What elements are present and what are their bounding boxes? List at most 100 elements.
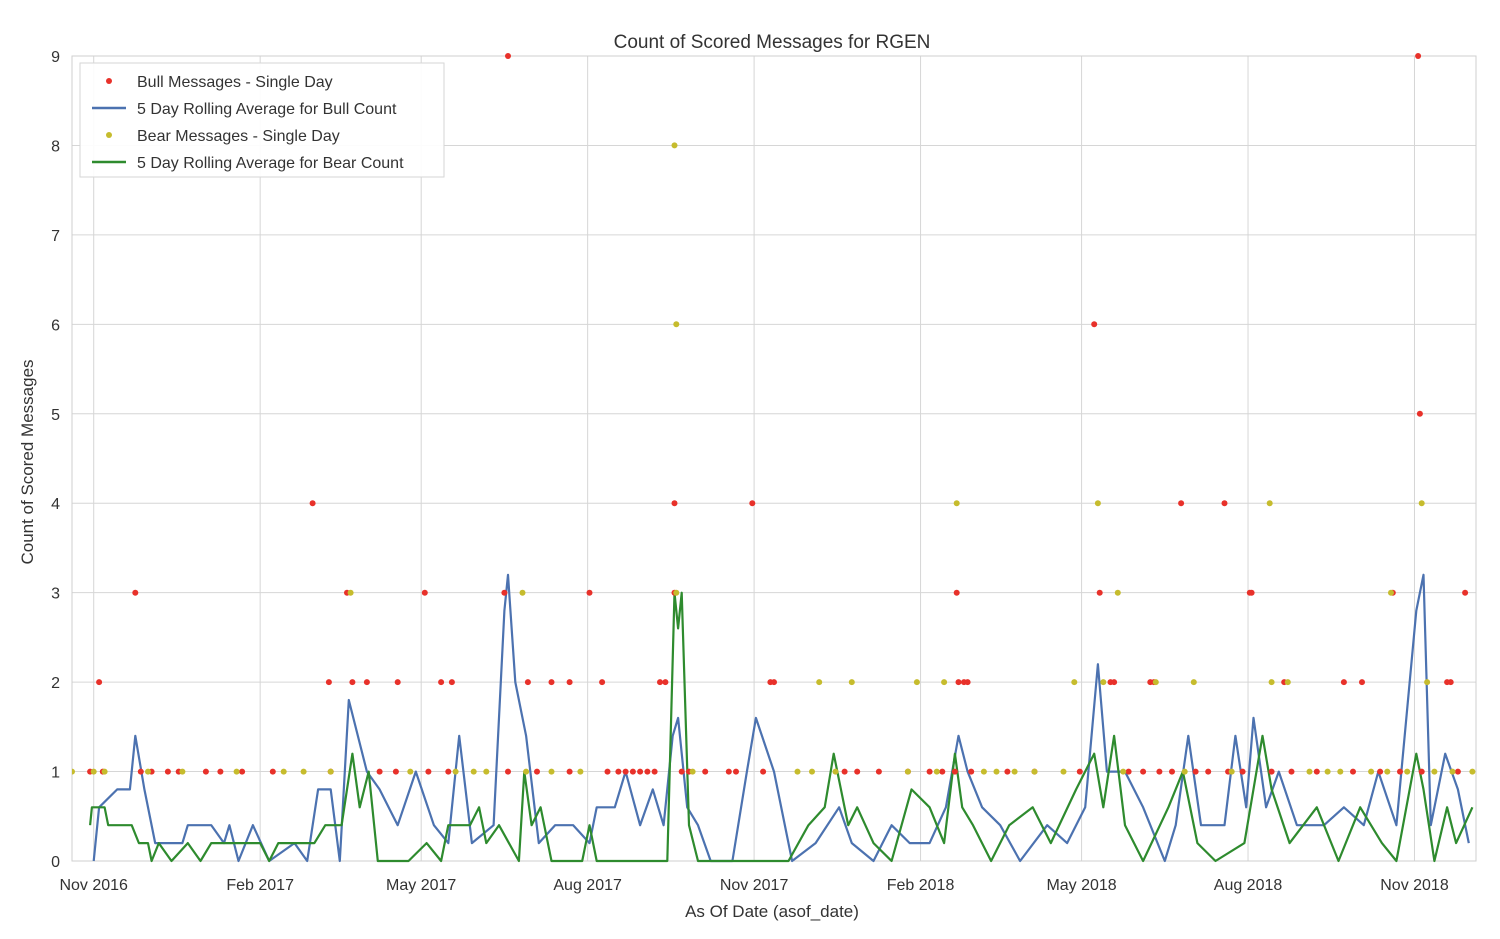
data-point-0: [548, 679, 555, 686]
data-point-2: [1011, 768, 1018, 775]
x-tick-label: May 2018: [1046, 877, 1116, 894]
x-tick-label: Nov 2017: [720, 877, 789, 894]
series-layer: [72, 53, 1476, 863]
y-tick-label: 2: [51, 675, 60, 692]
data-point-0: [1350, 768, 1356, 775]
x-axis-label: As Of Date (asof_date): [685, 902, 859, 921]
data-point-0: [309, 500, 316, 507]
data-point-0: [349, 679, 356, 686]
series-line-1: [92, 573, 1470, 863]
data-point-2: [407, 768, 414, 775]
data-point-0: [363, 679, 370, 686]
data-point-0: [1111, 679, 1118, 686]
data-point-0: [1091, 321, 1098, 328]
y-tick-label: 8: [51, 138, 60, 155]
data-point-0: [651, 768, 658, 775]
data-point-0: [644, 768, 651, 775]
data-point-0: [1076, 768, 1083, 775]
data-point-2: [101, 768, 108, 775]
data-point-0: [749, 500, 756, 507]
y-tick-label: 4: [51, 496, 60, 513]
data-point-2: [933, 768, 940, 775]
data-point-0: [599, 679, 606, 686]
data-point-0: [438, 679, 445, 686]
legend-label: 5 Day Rolling Average for Bull Count: [137, 101, 397, 118]
data-point-2: [832, 768, 839, 775]
data-point-0: [841, 768, 848, 775]
data-point-0: [1418, 768, 1425, 775]
data-point-2: [673, 589, 680, 596]
data-point-0: [534, 768, 540, 775]
data-point-0: [394, 679, 401, 686]
y-tick-label: 9: [51, 49, 60, 66]
legend: Bull Messages - Single Day 5 Day Rolling …: [79, 62, 445, 178]
data-point-0: [1248, 589, 1255, 596]
data-point-0: [662, 679, 669, 686]
data-point-0: [702, 768, 709, 775]
data-point-0: [1169, 768, 1175, 775]
data-point-2: [1418, 500, 1425, 507]
data-point-2: [347, 589, 354, 596]
data-point-2: [1190, 679, 1197, 686]
data-point-2: [816, 679, 823, 686]
data-point-2: [90, 768, 97, 775]
data-point-0: [771, 679, 777, 686]
data-point-2: [913, 679, 920, 686]
data-point-0: [1377, 768, 1384, 775]
legend-point-swatch: [106, 78, 112, 84]
data-point-0: [505, 53, 511, 59]
data-point-0: [1447, 679, 1454, 686]
data-point-0: [1004, 768, 1011, 775]
data-point-2: [1114, 589, 1121, 596]
data-point-0: [1156, 768, 1163, 775]
data-point-2: [470, 768, 477, 775]
data-point-2: [1060, 768, 1067, 775]
data-point-0: [1416, 410, 1423, 417]
data-point-2: [577, 768, 584, 775]
data-point-0: [1125, 768, 1132, 775]
data-point-2: [233, 768, 240, 775]
data-point-0: [501, 589, 508, 596]
data-point-0: [637, 768, 644, 775]
data-point-0: [164, 768, 171, 775]
data-point-2: [483, 768, 490, 775]
data-point-2: [794, 768, 801, 775]
legend-point-swatch: [106, 132, 112, 138]
data-point-2: [1031, 768, 1038, 775]
data-point-0: [951, 768, 958, 775]
y-tick-label: 5: [51, 407, 60, 424]
data-point-0: [629, 768, 636, 775]
data-point-2: [671, 142, 678, 149]
x-tick-label: Nov 2018: [1380, 877, 1449, 894]
data-point-2: [809, 768, 815, 775]
data-point-0: [1096, 589, 1103, 596]
data-point-0: [1239, 768, 1246, 775]
data-point-2: [1337, 768, 1344, 775]
data-point-0: [1454, 768, 1461, 775]
data-point-2: [980, 768, 987, 775]
data-point-0: [854, 768, 861, 775]
data-point-2: [848, 679, 855, 686]
data-point-0: [566, 679, 573, 686]
data-point-2: [1152, 679, 1159, 686]
data-point-0: [657, 679, 663, 686]
data-point-0: [524, 679, 531, 686]
data-point-2: [1094, 500, 1101, 507]
x-tick-label: May 2017: [386, 877, 456, 894]
data-point-2: [1120, 768, 1127, 775]
series-group: [72, 53, 1476, 863]
data-point-2: [1324, 768, 1331, 775]
legend-label: Bear Messages - Single Day: [137, 128, 340, 145]
data-point-0: [678, 768, 685, 775]
data-point-0: [586, 589, 593, 596]
data-point-0: [1288, 768, 1295, 775]
data-point-0: [1397, 768, 1403, 775]
data-point-0: [1415, 53, 1422, 59]
data-point-0: [1462, 589, 1469, 596]
data-point-0: [760, 768, 767, 775]
data-point-0: [217, 768, 224, 775]
y-tick-label: 3: [51, 586, 60, 603]
data-point-0: [137, 768, 144, 775]
